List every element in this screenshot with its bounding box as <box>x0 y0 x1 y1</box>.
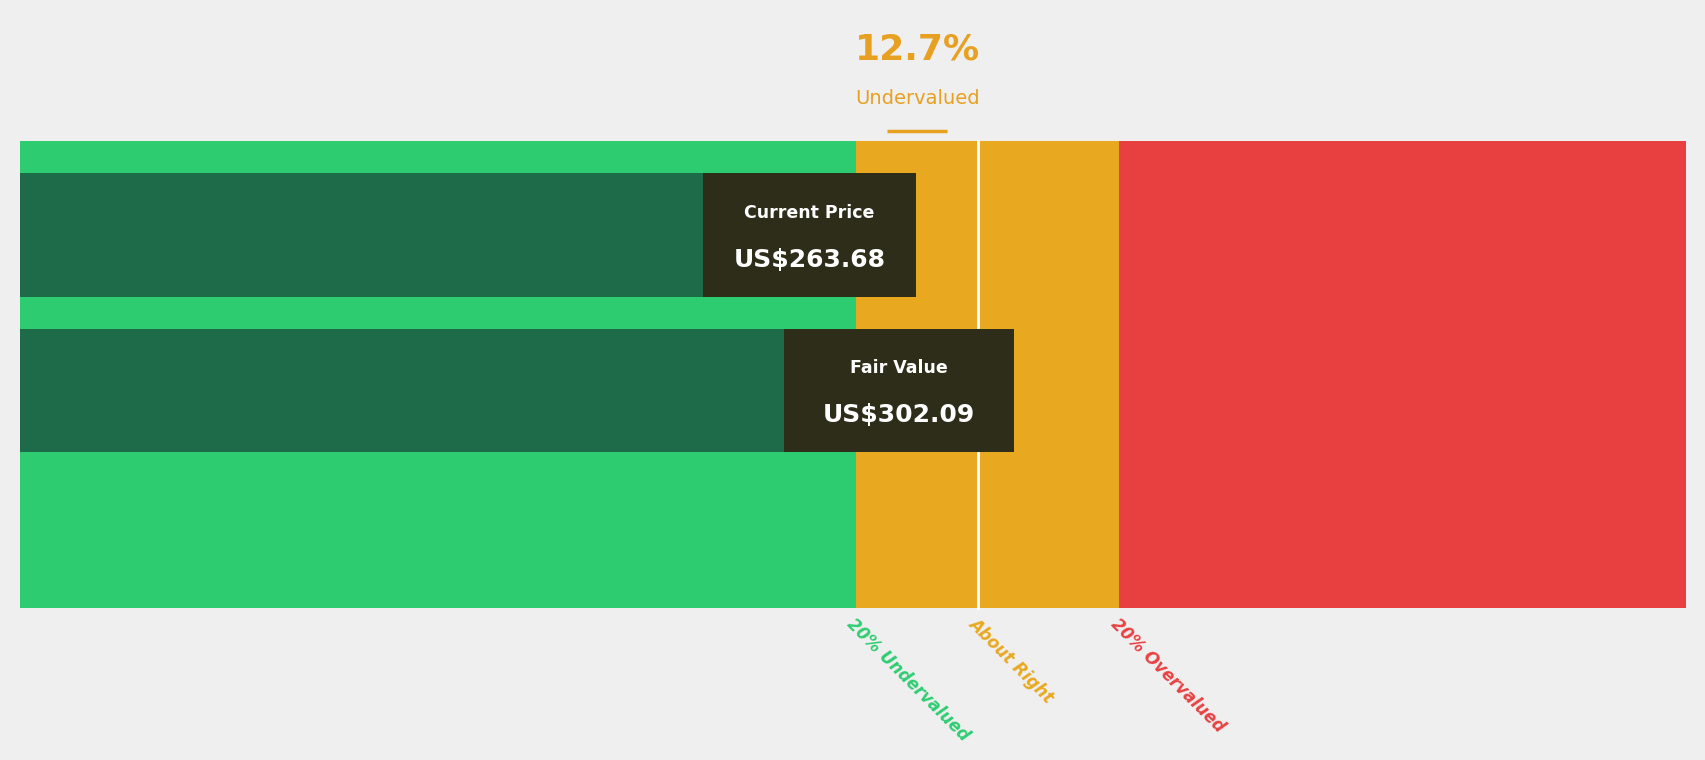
Bar <box>1118 141 1685 607</box>
Text: 20% Undervalued: 20% Undervalued <box>842 615 972 744</box>
Bar <box>784 328 1014 452</box>
Text: Fair Value: Fair Value <box>849 359 948 377</box>
Text: US$263.68: US$263.68 <box>733 248 885 271</box>
Text: 12.7%: 12.7% <box>854 33 979 66</box>
Bar <box>20 173 856 296</box>
Text: US$302.09: US$302.09 <box>824 403 975 427</box>
Bar <box>20 141 856 607</box>
Text: About Right: About Right <box>965 615 1057 707</box>
Text: Current Price: Current Price <box>743 204 875 222</box>
Text: 20% Overvalued: 20% Overvalued <box>1107 615 1228 736</box>
Bar <box>977 141 1118 607</box>
Text: Undervalued: Undervalued <box>854 90 979 109</box>
Bar <box>702 173 916 296</box>
Bar <box>20 328 972 452</box>
Bar <box>856 141 977 607</box>
